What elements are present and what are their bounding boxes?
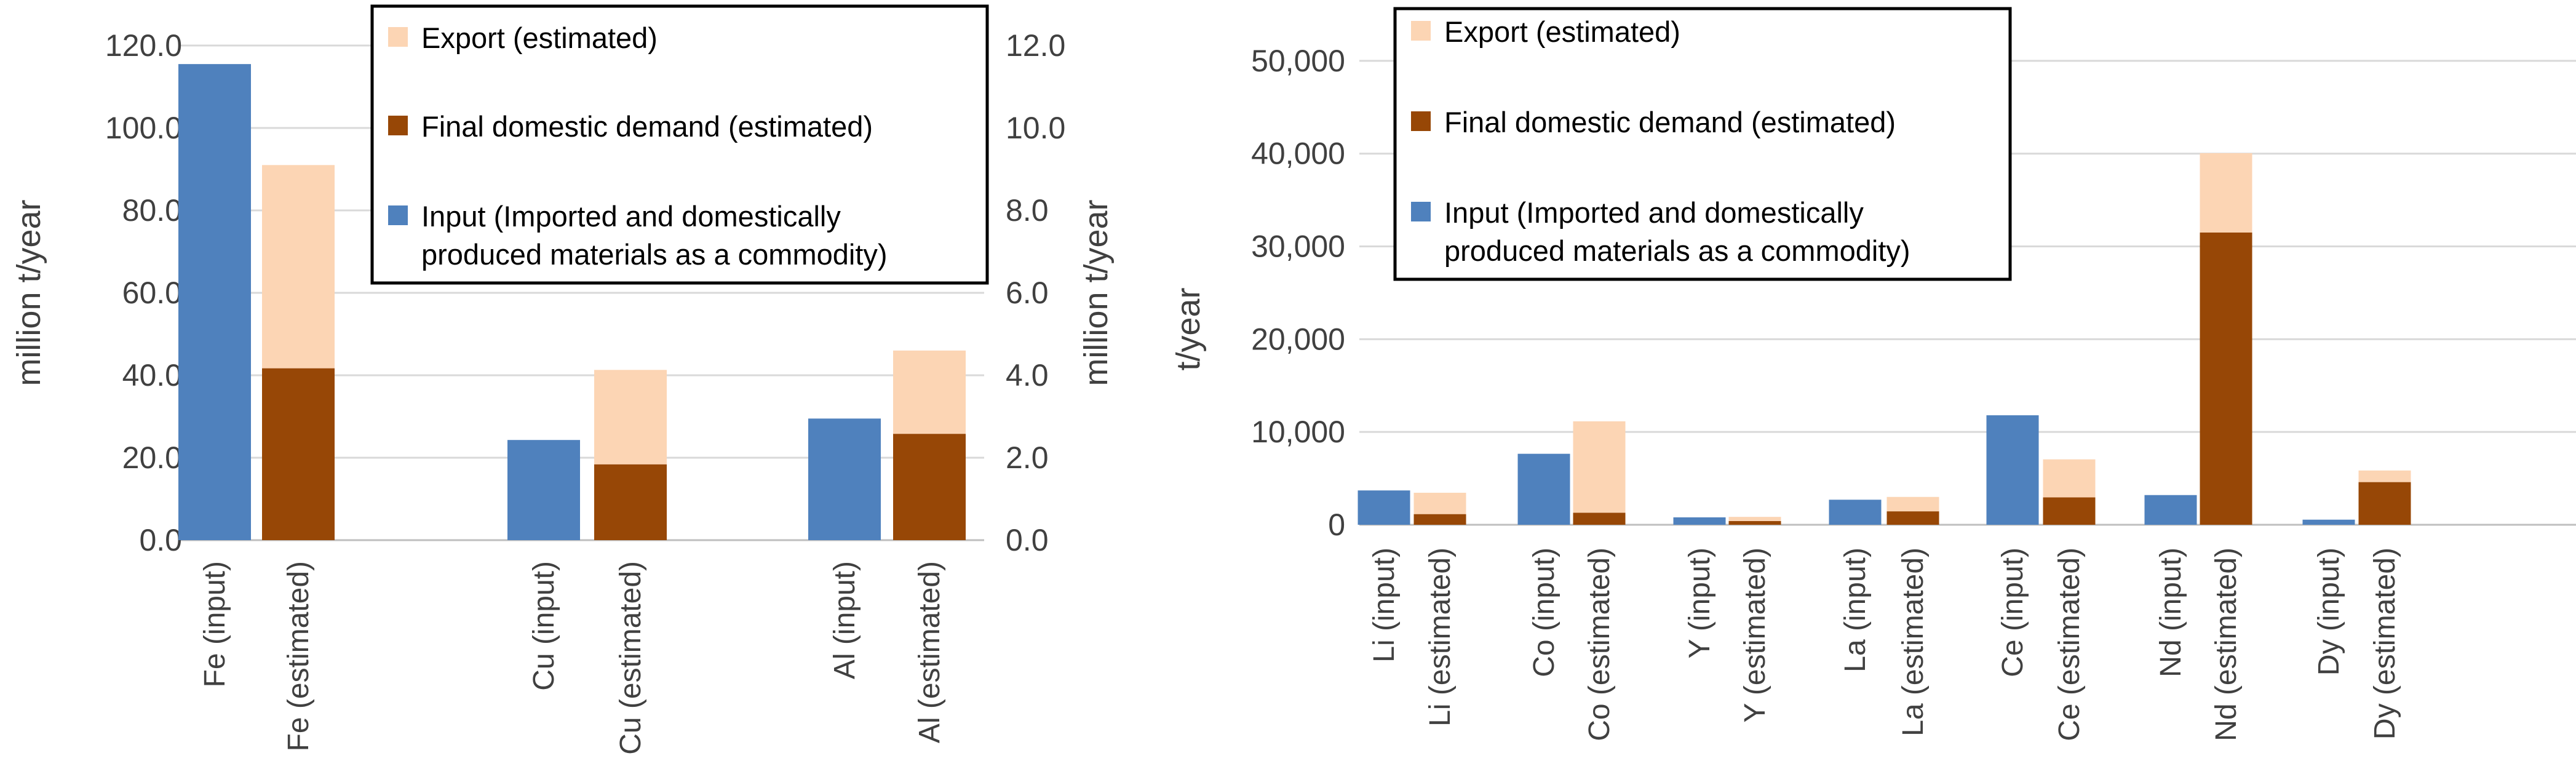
legend-label: Export (estimated) <box>1444 15 1680 48</box>
y2-tick-label: 4.0 <box>1006 358 1049 392</box>
y-tick-label: 40.0 <box>122 358 182 392</box>
bar-export <box>1728 517 1781 521</box>
legend-label: Final domestic demand (estimated) <box>421 110 873 143</box>
category-label: Y (estimated) <box>1739 548 1771 723</box>
legend-swatch <box>388 205 408 225</box>
legend-label-line2: produced materials as a commodity) <box>421 238 888 271</box>
category-label: Fe (input) <box>199 561 231 687</box>
y-tick-label: 30,000 <box>1251 229 1345 264</box>
y2-tick-label: 12.0 <box>1006 28 1065 63</box>
legend-swatch <box>1411 202 1431 221</box>
category-label: Ce (input) <box>1997 548 2029 677</box>
y-tick-label: 0.0 <box>139 523 182 557</box>
category-label: Cu (estimated) <box>614 561 647 755</box>
bar-input <box>1829 500 1882 525</box>
bar-demand <box>1413 514 1466 525</box>
bar-input <box>1517 453 1570 525</box>
y-tick-label: 40,000 <box>1251 137 1345 171</box>
chart-right: 0 10,000 20,000 30,000 40,000 50,000 t/year Li … <box>1170 7 2576 741</box>
category-label: Nd (input) <box>2155 548 2187 677</box>
y2-tick-label: 0.0 <box>1006 523 1049 557</box>
bar-export <box>262 165 335 369</box>
legend-box <box>370 4 989 285</box>
bar-export <box>1413 492 1466 514</box>
y-axis-title: t/year <box>1170 287 1207 370</box>
category-label: Co (estimated) <box>1583 548 1616 741</box>
bar-demand <box>893 434 966 540</box>
bar-input <box>1986 415 2039 525</box>
category-label: Cu (input) <box>528 561 560 691</box>
bar-demand <box>2200 232 2252 525</box>
y2-axis-title: million t/year <box>1078 199 1115 386</box>
legend-label: Export (estimated) <box>421 22 658 54</box>
category-label: Nd (estimated) <box>2210 548 2243 741</box>
category-label: Li (input) <box>1368 548 1401 663</box>
y-tick-label: 60.0 <box>122 276 182 310</box>
y2-tick-label: 8.0 <box>1006 193 1049 228</box>
bar-export <box>1886 496 1939 512</box>
category-label: Al (estimated) <box>913 561 946 743</box>
legend-label: Input (Imported and domestically <box>421 200 841 233</box>
category-label: La (estimated) <box>1897 548 1930 736</box>
category-label: Dy (estimated) <box>2369 548 2401 739</box>
bar-demand <box>1728 520 1781 525</box>
category-label: La (input) <box>1839 548 1872 672</box>
y-tick-label: 80.0 <box>122 193 182 228</box>
y-tick-label: 100.0 <box>105 111 182 145</box>
bar-input <box>507 440 580 540</box>
legend-swatch <box>388 27 408 47</box>
legend-swatch <box>1411 111 1431 131</box>
bar-export <box>2200 153 2252 233</box>
bar-demand <box>2043 497 2096 525</box>
y-tick-label: 20.0 <box>122 440 182 475</box>
bar-demand <box>1886 511 1939 525</box>
bar-input <box>2302 519 2355 525</box>
legend-box <box>1393 7 2012 281</box>
y-tick-label: 50,000 <box>1251 44 1345 78</box>
bar-export <box>2358 470 2411 482</box>
category-label: Co (input) <box>1528 548 1560 677</box>
bar-demand <box>594 464 667 540</box>
bar-input <box>808 418 881 540</box>
bar-export <box>594 370 667 464</box>
category-label: Fe (estimated) <box>282 561 315 751</box>
y-axis-title: million t/year <box>10 199 47 386</box>
category-label: Y (input) <box>1684 548 1716 659</box>
bar-demand <box>2358 482 2411 525</box>
legend-swatch <box>1411 21 1431 41</box>
bar-export <box>893 350 966 434</box>
legend-label-line2: produced materials as a commodity) <box>1444 234 1910 267</box>
chart-left: 0.0 20.0 40.0 60.0 80.0 100.0 120.0 0.0 2.0 4.0 6.… <box>10 4 1115 755</box>
category-label: Al (input) <box>829 561 861 679</box>
bar-input <box>178 64 251 540</box>
category-label: Li (estimated) <box>1424 548 1457 727</box>
bar-input <box>1358 490 1410 525</box>
y2-tick-label: 2.0 <box>1006 440 1049 475</box>
bar-demand <box>1573 512 1626 525</box>
legend-label: Input (Imported and domestically <box>1444 196 1864 229</box>
y-tick-label: 120.0 <box>105 28 182 63</box>
category-label: Dy (input) <box>2313 548 2345 675</box>
bar-input <box>1673 517 1726 525</box>
y2-tick-label: 10.0 <box>1006 111 1065 145</box>
y-tick-label: 20,000 <box>1251 322 1345 356</box>
y-tick-label: 0 <box>1328 508 1345 542</box>
legend-swatch <box>388 116 408 135</box>
bar-export <box>1573 421 1626 513</box>
bar-demand <box>262 368 335 540</box>
y2-tick-label: 6.0 <box>1006 276 1049 310</box>
y-tick-label: 10,000 <box>1251 415 1345 449</box>
legend-label: Final domestic demand (estimated) <box>1444 106 1896 138</box>
bar-input <box>2144 495 2197 525</box>
bar-export <box>2043 459 2096 498</box>
category-label: Ce (estimated) <box>2053 548 2086 741</box>
